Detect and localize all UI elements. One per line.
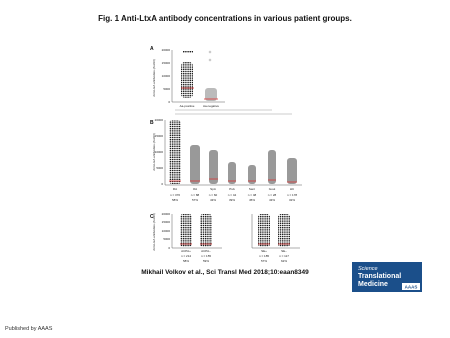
n-label: n = 28 <box>268 193 277 197</box>
y-tick: 20000 <box>155 118 164 122</box>
dot-cloud <box>258 214 270 247</box>
logo-text: Translational <box>358 273 401 280</box>
y-tick: 20000 <box>162 212 171 216</box>
category: SE+ <box>261 249 267 253</box>
n-label: n = 214 <box>181 254 191 258</box>
dot-cloud <box>180 214 192 247</box>
dot-cloud <box>287 158 297 184</box>
n-label: n = 48 <box>248 193 257 197</box>
logo-text: Science <box>358 266 378 272</box>
percent-label: 58% <box>183 259 189 263</box>
percent-label: 58% <box>172 198 178 202</box>
dot-cloud <box>205 88 217 101</box>
y-axis-label: Anti-LtxA antibodies (AU/ml) <box>152 59 156 97</box>
axis <box>251 214 300 249</box>
percent-label: 62% <box>281 259 287 263</box>
dot-cloud <box>169 120 181 184</box>
category: PsA <box>229 187 235 191</box>
n-label: n = 370 <box>170 193 180 197</box>
y-tick: 15000 <box>162 61 171 65</box>
n-label: n = 155 <box>201 254 211 258</box>
y-tick: 0 <box>161 182 163 186</box>
panel-label: C <box>150 214 154 220</box>
y-tick: 10000 <box>162 74 171 78</box>
percent-label: 45% <box>249 198 255 202</box>
logo: Science Translational Medicine AAAS <box>352 262 422 292</box>
percent-label: 57% <box>192 198 198 202</box>
dot-cloud <box>278 214 290 247</box>
badge <box>402 283 420 290</box>
percent-label: 57% <box>261 259 267 263</box>
n-label: n = 185 <box>259 254 269 258</box>
panel-a: A Anti-LtxA antibodies (AU/ml) 20000 150… <box>150 46 225 108</box>
y-tick: 5000 <box>163 237 170 241</box>
panel-label: A <box>150 46 154 52</box>
dot <box>208 50 212 54</box>
axis <box>171 50 225 103</box>
category: SE− <box>281 249 287 253</box>
category: Gout <box>269 187 276 191</box>
significance-bracket <box>175 109 292 115</box>
axis <box>171 214 222 249</box>
citation: Mikhail Volkov et al., Sci Transl Med 20… <box>141 269 309 276</box>
y-tick: 10000 <box>155 150 164 154</box>
y-tick: 15000 <box>155 134 164 138</box>
category: ACPA− <box>201 249 211 253</box>
title: Fig. 1 Anti-LtxA antibody concentrations… <box>98 14 352 23</box>
dot-cloud <box>183 51 193 53</box>
percent-label: 43% <box>210 198 216 202</box>
dot-cloud <box>248 165 256 184</box>
y-axis-label: Anti-LtxA antibodies (AU/ml) <box>152 133 156 171</box>
category-labels: RA OA SpA PsA Sarc Gout HC n = 370 n = 8… <box>170 187 297 202</box>
category: ACPA+ <box>181 249 191 253</box>
dot-cloud <box>200 214 212 247</box>
category: HC <box>290 187 295 191</box>
percent-label: 59% <box>203 259 209 263</box>
n-label: n = 88 <box>191 193 200 197</box>
n-label: n = 44 <box>228 193 237 197</box>
publisher: Published by AAAS <box>5 326 53 332</box>
n-label: n = 178 <box>287 193 297 197</box>
y-tick: 15000 <box>162 220 171 224</box>
dot-cloud <box>190 145 200 184</box>
percent-label: 43% <box>269 198 275 202</box>
dot-cloud <box>228 162 236 184</box>
category: Aa-positive <box>180 104 195 108</box>
category: Aa-negative <box>203 104 219 108</box>
category: OA <box>193 187 197 191</box>
category: SpA <box>210 187 216 191</box>
n-label: n = 117 <box>279 254 289 258</box>
dot-cloud <box>268 150 276 184</box>
median <box>169 178 297 183</box>
badge-text: AAAS <box>405 285 418 290</box>
axis <box>164 120 302 186</box>
y-tick: 10000 <box>162 229 171 233</box>
percent-label: 32% <box>289 198 295 202</box>
dot <box>208 58 212 62</box>
dot-cloud <box>209 150 218 184</box>
category: RA <box>173 187 177 191</box>
category: Sarc <box>249 187 256 191</box>
dot-cloud <box>181 62 193 98</box>
y-tick: 0 <box>168 100 170 104</box>
panel-label: B <box>150 120 154 126</box>
logo-text: Medicine <box>358 281 388 288</box>
y-tick: 0 <box>168 246 170 250</box>
percent-label: 39% <box>229 198 235 202</box>
y-tick: 20000 <box>162 48 171 52</box>
panel-b: B Anti-LtxA antibodies (AU/ml) 20000 150… <box>150 109 302 202</box>
y-tick: 5000 <box>156 166 163 170</box>
y-tick: 5000 <box>163 87 170 91</box>
panel-c: C Anti-LtxA antibodies (AU/ml) 20000 150… <box>150 212 300 263</box>
y-axis-label: Anti-LtxA antibodies (AU/ml) <box>152 213 156 251</box>
n-label: n = 60 <box>209 193 218 197</box>
